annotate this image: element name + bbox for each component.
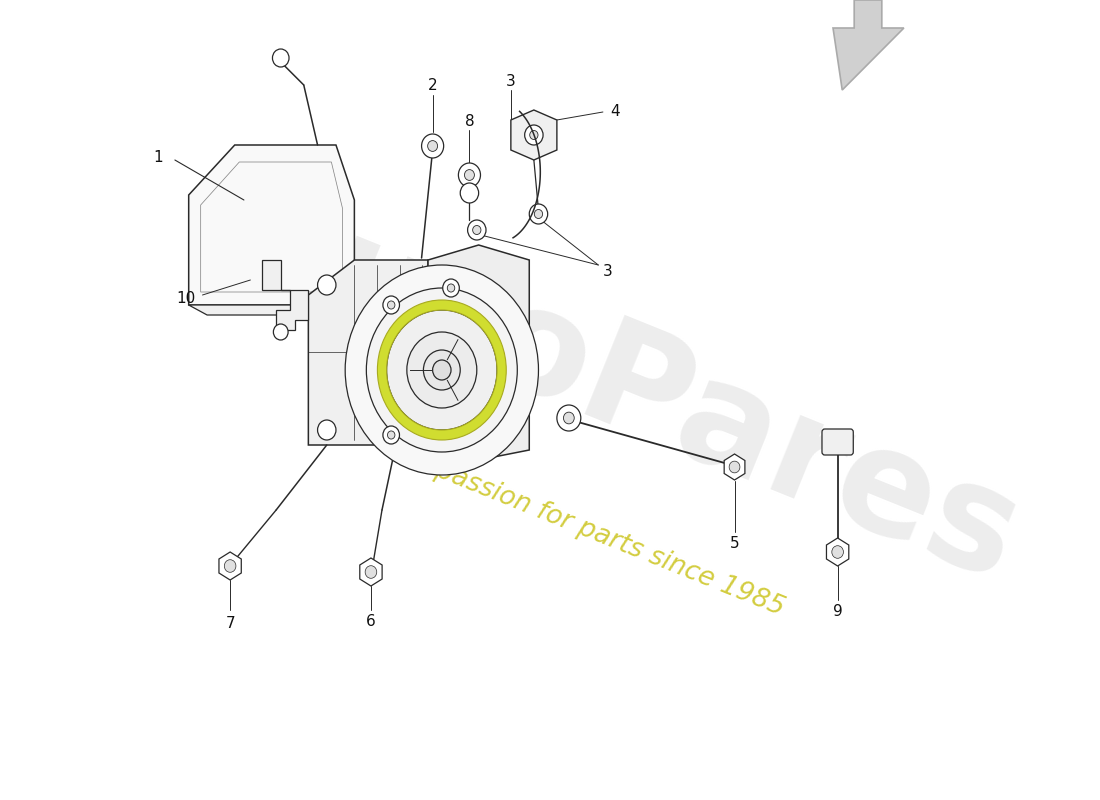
Polygon shape — [189, 145, 354, 305]
Polygon shape — [219, 552, 241, 580]
Text: 2: 2 — [428, 78, 438, 93]
Circle shape — [459, 163, 481, 187]
Text: 6: 6 — [366, 614, 376, 630]
FancyBboxPatch shape — [822, 429, 854, 455]
Polygon shape — [360, 558, 382, 586]
Text: 5: 5 — [729, 537, 739, 551]
Polygon shape — [510, 110, 557, 160]
Circle shape — [535, 210, 542, 218]
Circle shape — [729, 461, 740, 473]
Circle shape — [345, 265, 539, 475]
Polygon shape — [189, 305, 359, 315]
Circle shape — [421, 134, 443, 158]
Text: 1: 1 — [154, 150, 163, 166]
Circle shape — [318, 275, 336, 295]
Polygon shape — [308, 260, 428, 445]
Circle shape — [386, 310, 497, 430]
Circle shape — [442, 279, 460, 297]
Polygon shape — [826, 538, 849, 566]
Circle shape — [366, 288, 517, 452]
Circle shape — [383, 426, 399, 444]
Text: euroPares: euroPares — [213, 169, 1038, 611]
Circle shape — [274, 324, 288, 340]
Text: 4: 4 — [610, 105, 619, 119]
Circle shape — [473, 226, 481, 234]
Text: 9: 9 — [833, 605, 843, 619]
Circle shape — [365, 566, 376, 578]
Polygon shape — [262, 260, 308, 330]
Circle shape — [464, 170, 474, 181]
Text: 3: 3 — [603, 265, 613, 279]
Circle shape — [432, 360, 451, 380]
Circle shape — [832, 546, 844, 558]
Polygon shape — [724, 454, 745, 480]
Circle shape — [400, 275, 419, 295]
Circle shape — [460, 183, 478, 203]
Polygon shape — [428, 245, 529, 460]
Circle shape — [424, 350, 460, 390]
Circle shape — [468, 220, 486, 240]
Ellipse shape — [386, 270, 497, 470]
Text: 3: 3 — [506, 74, 516, 90]
Text: 8: 8 — [464, 114, 474, 130]
Circle shape — [557, 405, 581, 431]
Circle shape — [529, 204, 548, 224]
Polygon shape — [833, 0, 904, 90]
Text: a passion for parts since 1985: a passion for parts since 1985 — [409, 448, 788, 622]
Circle shape — [448, 284, 454, 292]
Circle shape — [563, 412, 574, 424]
Circle shape — [383, 296, 399, 314]
Circle shape — [387, 301, 395, 309]
Text: 10: 10 — [176, 290, 196, 306]
Text: 7: 7 — [226, 617, 235, 631]
Circle shape — [530, 130, 538, 139]
Circle shape — [407, 332, 476, 408]
Circle shape — [273, 49, 289, 67]
Circle shape — [387, 431, 395, 439]
Circle shape — [400, 420, 419, 440]
Circle shape — [318, 420, 336, 440]
Circle shape — [224, 560, 235, 572]
Circle shape — [428, 141, 438, 151]
Circle shape — [525, 125, 543, 145]
Wedge shape — [377, 300, 506, 440]
